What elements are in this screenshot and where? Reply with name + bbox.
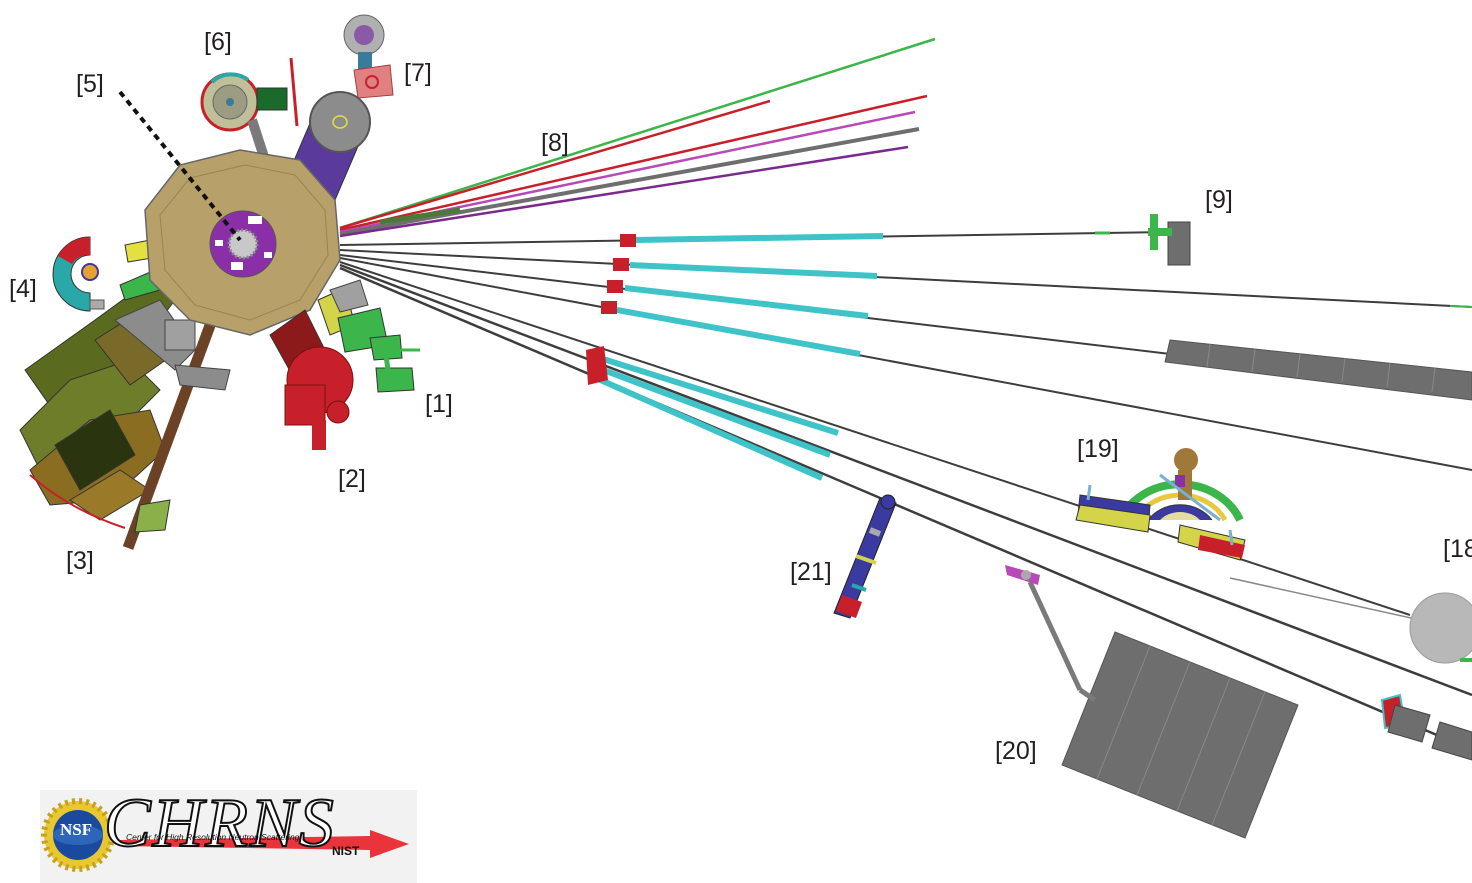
instrument-cluster-3 <box>19 239 231 550</box>
nsf-sunburst-icon <box>41 798 115 872</box>
label-8: [8] <box>541 129 569 157</box>
nist-text: NIST <box>332 844 360 858</box>
beam-fan-8 <box>339 37 936 238</box>
instrument-4 <box>52 236 105 312</box>
chrns-logo: NSF CHRNS Center for High Resolution Neu… <box>40 790 417 883</box>
instrument-2 <box>269 309 354 450</box>
pointer-5 <box>118 90 242 242</box>
label-20: [20] <box>995 737 1037 765</box>
instrument-7 <box>343 14 394 99</box>
label-6: [6] <box>204 28 232 56</box>
label-21: [21] <box>790 558 832 586</box>
label-19: [19] <box>1077 435 1119 463</box>
label-4: [4] <box>9 275 37 303</box>
instrument-21 <box>833 494 897 619</box>
label-3: [3] <box>66 547 94 575</box>
chrns-subtitle: Center for High Resolution Neutron Scatt… <box>126 832 300 842</box>
reactor-5 <box>144 149 341 336</box>
instrument-19 <box>1075 448 1246 561</box>
label-9: [9] <box>1205 186 1233 214</box>
label-5: [5] <box>76 70 104 98</box>
label-18: [18] <box>1443 535 1472 563</box>
instrument-6 <box>200 57 299 162</box>
instrument-18 <box>1409 592 1472 664</box>
shielding-long <box>1164 339 1472 401</box>
label-2: [2] <box>338 465 366 493</box>
instrument-right-detector <box>1380 693 1472 761</box>
instrument-20 <box>1005 565 1299 839</box>
label-1: [1] <box>425 390 453 418</box>
beamlines-main <box>339 231 1472 752</box>
label-7: [7] <box>404 59 432 87</box>
logo-graphic <box>41 798 409 872</box>
arrow-icon <box>120 830 409 858</box>
neutron-guides <box>586 233 884 481</box>
chrns-wordmark: CHRNS <box>103 790 336 863</box>
nsf-text: NSF <box>60 820 93 839</box>
instrument-1 <box>317 279 420 393</box>
instrument-9 <box>1095 214 1191 266</box>
